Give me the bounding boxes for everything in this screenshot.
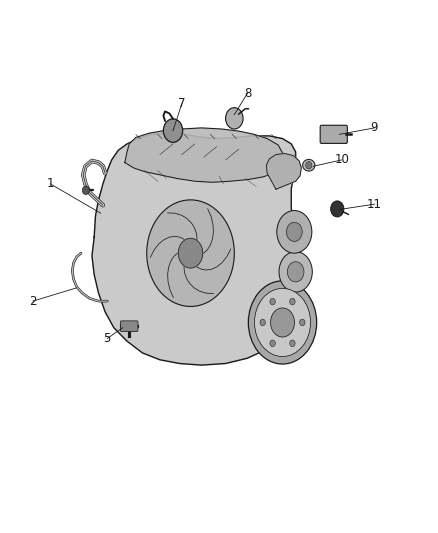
Polygon shape [125, 128, 284, 182]
Circle shape [82, 186, 89, 195]
Circle shape [260, 319, 265, 326]
Text: 5: 5 [104, 332, 111, 345]
Ellipse shape [303, 159, 315, 171]
Circle shape [270, 298, 276, 305]
Circle shape [290, 340, 295, 346]
Text: 8: 8 [244, 87, 251, 100]
Circle shape [178, 238, 203, 268]
Circle shape [306, 161, 312, 169]
Polygon shape [266, 154, 301, 189]
Text: 1: 1 [46, 177, 54, 190]
FancyBboxPatch shape [120, 321, 138, 332]
Circle shape [300, 319, 305, 326]
Text: 9: 9 [371, 122, 378, 134]
Circle shape [286, 222, 302, 241]
Text: 11: 11 [367, 198, 382, 211]
Circle shape [279, 252, 312, 292]
Circle shape [271, 308, 294, 337]
Circle shape [270, 340, 276, 346]
Circle shape [248, 281, 317, 364]
Circle shape [226, 108, 243, 129]
Circle shape [287, 262, 304, 282]
Polygon shape [92, 133, 302, 365]
Circle shape [254, 288, 311, 357]
Text: 7: 7 [178, 98, 186, 110]
Circle shape [277, 211, 312, 253]
Circle shape [147, 200, 234, 306]
Circle shape [163, 119, 183, 142]
Circle shape [290, 298, 295, 305]
Text: 10: 10 [334, 154, 349, 166]
FancyBboxPatch shape [320, 125, 347, 143]
Circle shape [331, 201, 344, 217]
Text: 2: 2 [29, 295, 37, 308]
